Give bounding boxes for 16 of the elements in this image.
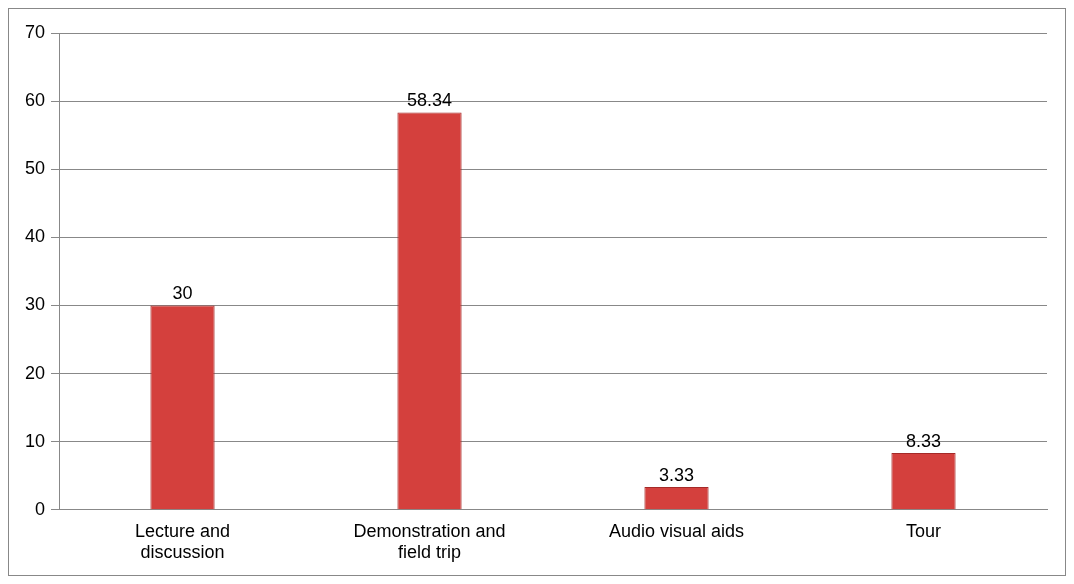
x-tick-label: Lecture and discussion (134, 520, 231, 563)
data-label: 58.34 (406, 90, 453, 111)
x-tick-label: Demonstration and field trip (353, 520, 506, 563)
y-tick-label: 60 (24, 90, 46, 111)
data-label: 30 (172, 283, 193, 304)
y-tick-label: 0 (35, 498, 46, 519)
data-label: 8.33 (905, 431, 942, 452)
y-tick-label: 30 (24, 294, 46, 315)
y-tick-label: 50 (24, 158, 46, 179)
y-tick-label: 10 (24, 430, 46, 451)
data-label: 3.33 (658, 465, 695, 486)
x-tick-label: Tour (905, 520, 942, 541)
y-tick-label: 70 (24, 21, 46, 42)
y-tick-label: 40 (24, 226, 46, 247)
y-tick-label: 20 (24, 362, 46, 383)
x-tick-label: Audio visual aids (608, 520, 745, 541)
